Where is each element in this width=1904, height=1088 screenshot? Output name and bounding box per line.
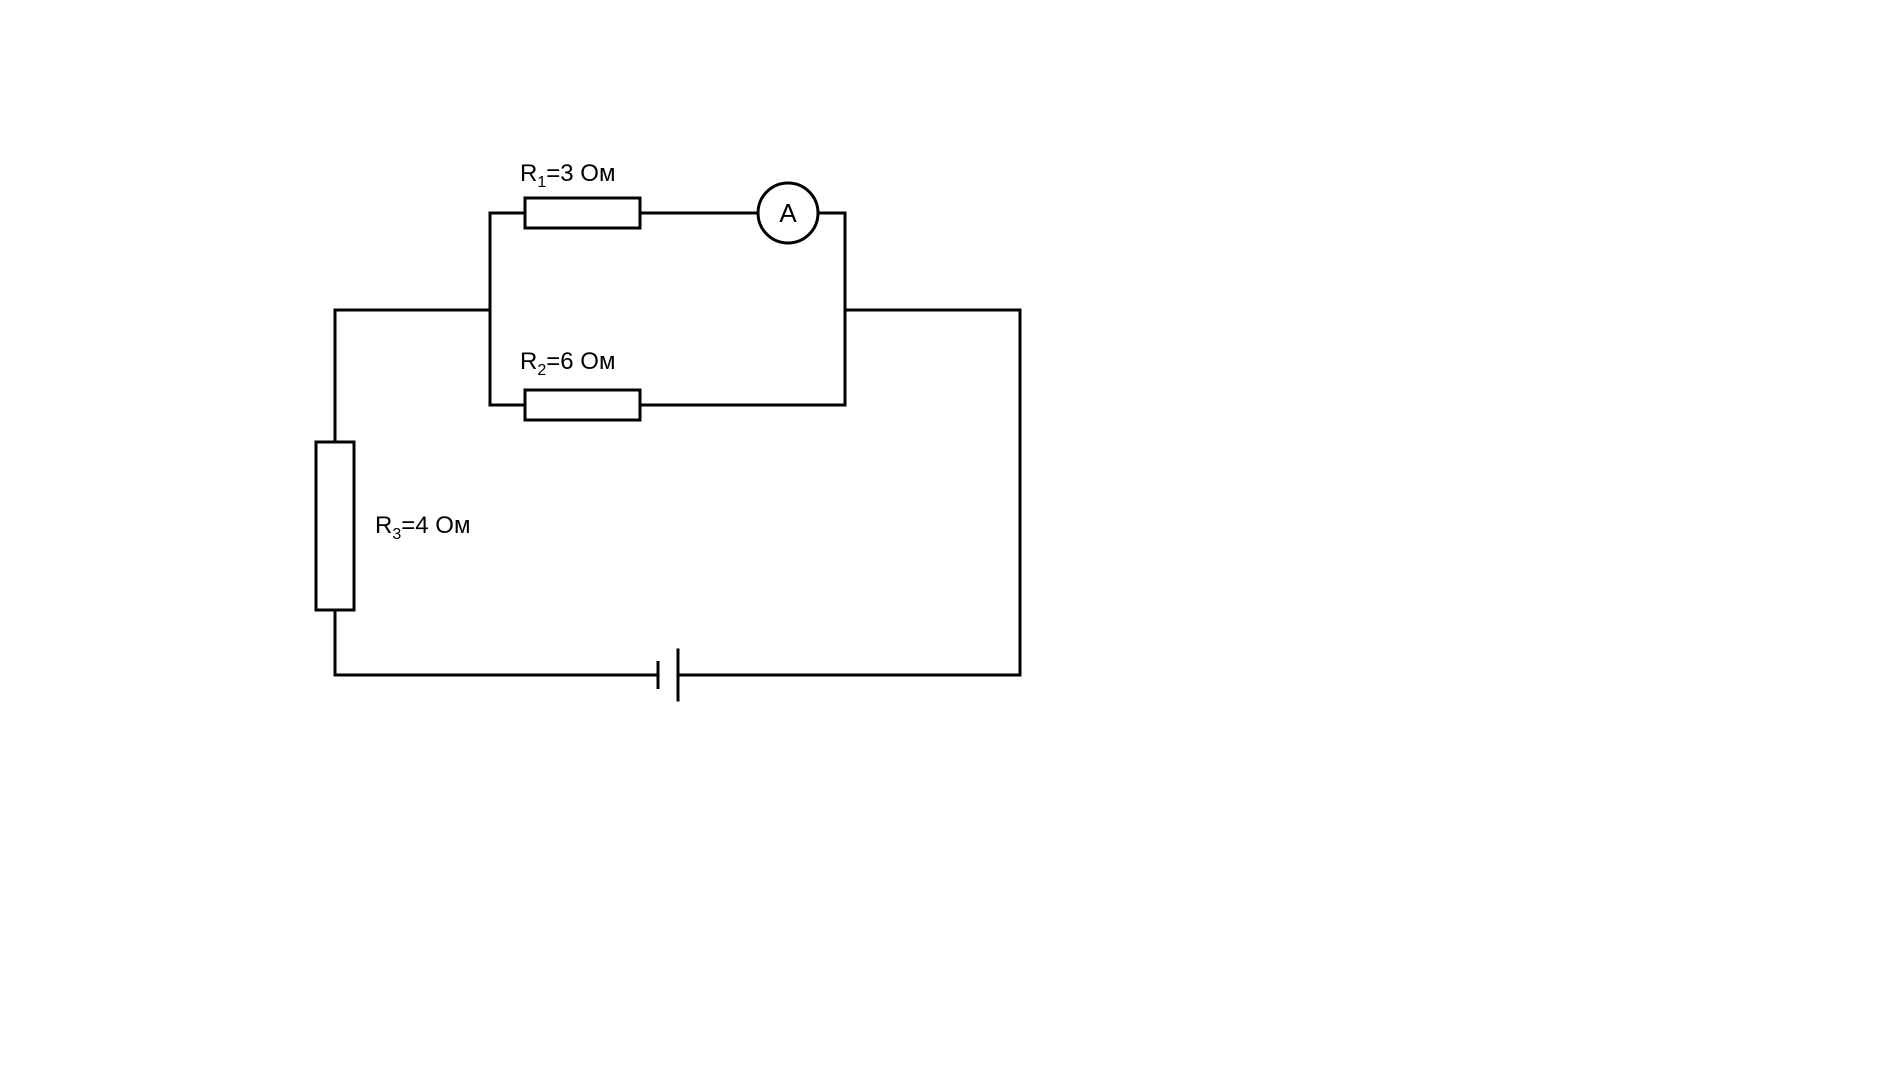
r3-label: R3=4 Ом [375,512,470,544]
circuit-diagram: A [0,0,1904,1088]
svg-text:A: A [779,198,797,228]
r1-value: 3 Ом [560,160,615,187]
r2-value: 6 Ом [560,348,615,375]
r1-label: R1=3 Ом [520,160,615,192]
r2-label: R2=6 Ом [520,348,615,380]
circuit-group: A [316,183,1020,700]
r3-value: 4 Ом [415,512,470,539]
